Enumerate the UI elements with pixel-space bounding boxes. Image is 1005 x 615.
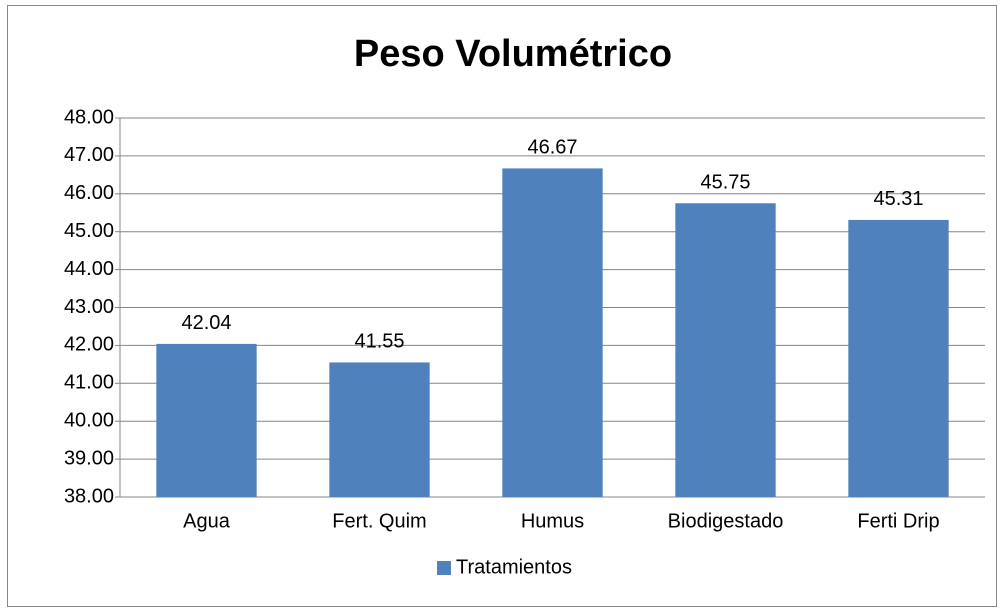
legend-swatch <box>437 561 451 575</box>
chart-title: Peso Volumétrico <box>354 33 672 75</box>
y-tick-label: 43.00 <box>64 296 114 318</box>
x-tick-label: Fert. Quim <box>332 510 426 532</box>
x-tick-label: Agua <box>183 510 231 532</box>
data-label: 42.04 <box>181 312 231 334</box>
x-tick-label: Biodigestado <box>668 510 784 532</box>
y-tick-label: 39.00 <box>64 447 114 469</box>
chart-border <box>7 5 997 607</box>
y-tick-label: 46.00 <box>64 182 114 204</box>
data-label: 45.75 <box>700 172 750 194</box>
x-tick-label: Humus <box>521 510 584 532</box>
y-tick-label: 44.00 <box>64 258 114 280</box>
bar <box>329 362 430 497</box>
y-tick-label: 45.00 <box>64 220 114 242</box>
y-tick-label: 42.00 <box>64 334 114 356</box>
legend-label: Tratamientos <box>456 556 572 578</box>
bar <box>675 203 776 497</box>
y-tick-label: 38.00 <box>64 485 114 507</box>
bar <box>502 168 603 498</box>
data-label: 41.55 <box>354 331 404 353</box>
x-tick-label: Ferti Drip <box>857 510 939 532</box>
bar <box>848 219 949 498</box>
data-label: 46.67 <box>527 137 577 159</box>
y-tick-label: 40.00 <box>64 409 114 431</box>
data-label: 45.31 <box>873 188 923 210</box>
bar <box>156 343 257 497</box>
y-tick-label: 41.00 <box>64 372 114 394</box>
y-tick-label: 48.00 <box>64 106 114 128</box>
y-tick-label: 47.00 <box>64 144 114 166</box>
